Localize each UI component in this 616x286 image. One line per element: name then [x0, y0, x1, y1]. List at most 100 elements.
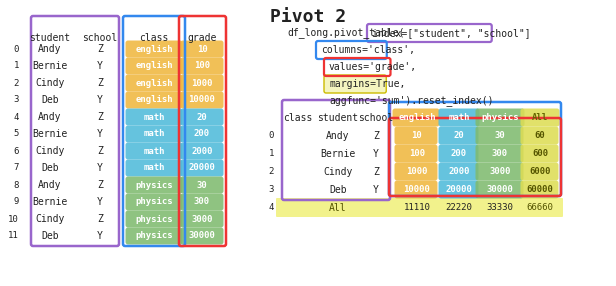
FancyBboxPatch shape: [439, 126, 479, 144]
FancyBboxPatch shape: [180, 176, 224, 194]
Text: 1: 1: [14, 61, 19, 71]
Text: 300: 300: [194, 198, 210, 206]
Text: 30000: 30000: [487, 186, 514, 194]
Text: 22220: 22220: [445, 204, 472, 212]
FancyBboxPatch shape: [476, 144, 524, 162]
Text: index=["student", "school"]: index=["student", "school"]: [372, 28, 530, 38]
Text: grade: grade: [187, 33, 217, 43]
Text: columns='class',: columns='class',: [321, 45, 415, 55]
Text: 0: 0: [14, 45, 19, 53]
Text: 5: 5: [14, 130, 19, 138]
FancyBboxPatch shape: [180, 160, 224, 176]
Text: physics: physics: [481, 114, 519, 122]
Text: Y: Y: [97, 163, 103, 173]
Text: Y: Y: [373, 149, 379, 159]
Text: math: math: [144, 164, 164, 172]
Text: 60000: 60000: [527, 186, 553, 194]
Text: Z: Z: [97, 78, 103, 88]
Text: class: class: [139, 33, 169, 43]
Text: 10000: 10000: [188, 96, 216, 104]
Text: Z: Z: [97, 44, 103, 54]
Text: 200: 200: [194, 130, 210, 138]
Text: 4: 4: [269, 204, 274, 212]
Text: 200: 200: [451, 150, 467, 158]
FancyBboxPatch shape: [394, 180, 437, 198]
FancyBboxPatch shape: [394, 126, 437, 144]
Text: Z: Z: [97, 146, 103, 156]
FancyBboxPatch shape: [476, 180, 524, 198]
Text: school: school: [83, 33, 118, 43]
Text: 0: 0: [269, 132, 274, 140]
Text: margins=True,: margins=True,: [329, 79, 405, 89]
Text: Cindy: Cindy: [35, 78, 65, 88]
Text: All: All: [532, 114, 548, 122]
Text: Y: Y: [97, 231, 103, 241]
Text: 30000: 30000: [188, 231, 216, 241]
Text: math: math: [144, 130, 164, 138]
FancyBboxPatch shape: [394, 144, 437, 162]
FancyBboxPatch shape: [439, 180, 479, 198]
FancyBboxPatch shape: [126, 74, 182, 92]
Text: 10: 10: [8, 214, 19, 223]
FancyBboxPatch shape: [521, 180, 559, 198]
FancyBboxPatch shape: [180, 227, 224, 245]
FancyBboxPatch shape: [126, 126, 182, 142]
Text: Y: Y: [97, 95, 103, 105]
FancyBboxPatch shape: [324, 75, 386, 93]
Text: 3000: 3000: [489, 168, 511, 176]
Text: english: english: [135, 61, 173, 71]
Text: physics: physics: [135, 214, 173, 223]
Text: Cindy: Cindy: [35, 146, 65, 156]
Text: 11110: 11110: [403, 204, 431, 212]
Text: Y: Y: [97, 129, 103, 139]
Text: 10: 10: [197, 45, 208, 53]
FancyBboxPatch shape: [276, 198, 563, 217]
FancyBboxPatch shape: [521, 126, 559, 144]
Text: Andy: Andy: [38, 112, 62, 122]
FancyBboxPatch shape: [180, 92, 224, 108]
FancyBboxPatch shape: [126, 57, 182, 74]
Text: 100: 100: [409, 150, 425, 158]
Text: Bernie: Bernie: [320, 149, 355, 159]
FancyBboxPatch shape: [126, 160, 182, 176]
Text: 2: 2: [14, 78, 19, 88]
Text: physics: physics: [135, 180, 173, 190]
FancyBboxPatch shape: [439, 108, 479, 126]
Text: Pivot 2: Pivot 2: [270, 8, 346, 26]
Text: 33330: 33330: [487, 204, 514, 212]
Text: All: All: [329, 203, 347, 213]
Text: student: student: [317, 113, 359, 123]
Text: physics: physics: [135, 231, 173, 241]
Text: 600: 600: [532, 150, 548, 158]
Text: Z: Z: [373, 167, 379, 177]
Text: english: english: [398, 114, 436, 122]
Text: 10000: 10000: [403, 186, 431, 194]
Text: school: school: [359, 113, 394, 123]
Text: Andy: Andy: [38, 44, 62, 54]
FancyBboxPatch shape: [180, 210, 224, 227]
FancyBboxPatch shape: [126, 108, 182, 126]
Text: df_long.pivot_table(: df_long.pivot_table(: [287, 27, 405, 38]
Text: 2000: 2000: [448, 168, 470, 176]
Text: 4: 4: [14, 112, 19, 122]
FancyBboxPatch shape: [126, 210, 182, 227]
Text: Bernie: Bernie: [33, 129, 68, 139]
FancyBboxPatch shape: [180, 41, 224, 57]
FancyBboxPatch shape: [476, 162, 524, 180]
FancyBboxPatch shape: [126, 176, 182, 194]
Text: 1: 1: [269, 150, 274, 158]
Text: 300: 300: [492, 150, 508, 158]
FancyBboxPatch shape: [180, 108, 224, 126]
FancyBboxPatch shape: [180, 74, 224, 92]
Text: 30: 30: [495, 132, 505, 140]
FancyBboxPatch shape: [126, 41, 182, 57]
Text: physics: physics: [135, 198, 173, 206]
Text: Cindy: Cindy: [35, 214, 65, 224]
FancyBboxPatch shape: [521, 144, 559, 162]
Text: values='grade',: values='grade',: [329, 62, 417, 72]
FancyBboxPatch shape: [439, 162, 479, 180]
Text: english: english: [135, 96, 173, 104]
Text: english: english: [135, 45, 173, 53]
Text: 6: 6: [14, 146, 19, 156]
Text: 6000: 6000: [529, 168, 551, 176]
